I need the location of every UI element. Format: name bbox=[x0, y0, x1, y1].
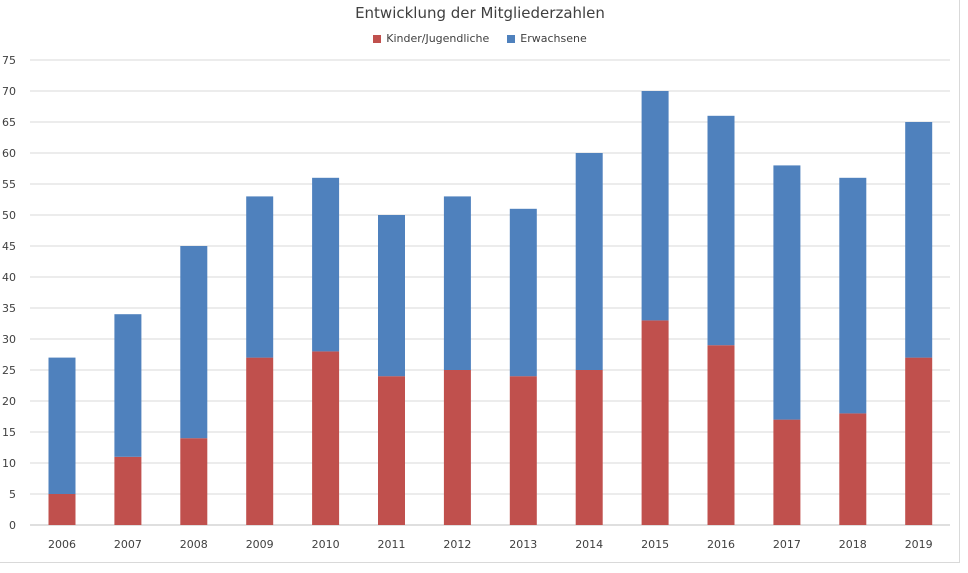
plot-area: 0 5 10 15 20 25 30 35 40 45 50 55 60 65 70 75 2006 2007 20… bbox=[2, 54, 950, 551]
y-tick-label: 40 bbox=[2, 271, 16, 284]
y-tick-label: 10 bbox=[2, 457, 16, 470]
y-tick-label: 30 bbox=[2, 333, 16, 346]
bar-kinder bbox=[905, 357, 933, 525]
bar-erwachsene bbox=[378, 215, 405, 377]
bar-erwachsene bbox=[180, 246, 208, 439]
bar-kinder bbox=[575, 370, 603, 525]
bar-erwachsene bbox=[48, 357, 76, 494]
legend-swatch-kinder bbox=[373, 34, 382, 43]
x-tick-label: 2008 bbox=[180, 538, 208, 551]
y-tick-label: 65 bbox=[2, 116, 16, 129]
legend-item-kinder: Kinder/Jugendliche bbox=[373, 32, 489, 45]
bar-kinder bbox=[378, 376, 405, 525]
y-tick-label: 75 bbox=[2, 54, 16, 67]
y-tick-label: 55 bbox=[2, 178, 16, 191]
x-tick-label: 2016 bbox=[707, 538, 735, 551]
x-tick-label: 2017 bbox=[773, 538, 801, 551]
y-tick-label: 15 bbox=[2, 426, 16, 439]
x-tick-label: 2014 bbox=[575, 538, 603, 551]
x-tick-label: 2012 bbox=[443, 538, 471, 551]
bar-erwachsene bbox=[312, 177, 340, 352]
x-tick-label: 2019 bbox=[905, 538, 933, 551]
bar-erwachsene bbox=[509, 208, 537, 377]
x-tick-label: 2009 bbox=[246, 538, 274, 551]
y-tick-label: 70 bbox=[2, 85, 16, 98]
bar-kinder bbox=[641, 320, 669, 525]
legend-label-kinder: Kinder/Jugendliche bbox=[386, 32, 490, 45]
x-tick-label: 2013 bbox=[509, 538, 537, 551]
x-tick-label: 2006 bbox=[48, 538, 76, 551]
bar-kinder bbox=[773, 419, 801, 525]
y-tick-label: 35 bbox=[2, 302, 16, 315]
bar-erwachsene bbox=[246, 196, 274, 358]
bar-kinder bbox=[114, 456, 142, 525]
legend-swatch-erwachsene bbox=[507, 34, 516, 43]
bar-erwachsene bbox=[443, 196, 471, 370]
chart-title: Entwicklung der Mitgliederzahlen bbox=[355, 4, 605, 22]
y-tick-label: 50 bbox=[2, 209, 16, 222]
y-tick-label: 20 bbox=[2, 395, 16, 408]
bar-kinder bbox=[443, 370, 471, 525]
bar-erwachsene bbox=[575, 153, 603, 370]
legend-item-erwachsene: Erwachsene bbox=[507, 32, 587, 45]
bar-kinder bbox=[48, 494, 76, 525]
y-tick-label: 5 bbox=[9, 488, 16, 501]
bar-kinder bbox=[180, 438, 208, 525]
y-tick-label: 45 bbox=[2, 240, 16, 253]
legend-label-erwachsene: Erwachsene bbox=[520, 32, 587, 45]
bar-kinder bbox=[509, 376, 537, 525]
x-tick-label: 2010 bbox=[312, 538, 340, 551]
chart-frame: Entwicklung der Mitgliederzahlen Kinder/… bbox=[0, 0, 960, 563]
bar-erwachsene bbox=[114, 314, 142, 457]
bar-erwachsene bbox=[773, 165, 801, 420]
y-tick-label: 60 bbox=[2, 147, 16, 160]
x-tick-label: 2018 bbox=[839, 538, 867, 551]
bar-kinder bbox=[246, 357, 274, 525]
bar-kinder bbox=[312, 351, 340, 525]
bar-kinder bbox=[707, 345, 735, 525]
x-tick-label: 2015 bbox=[641, 538, 669, 551]
bar-erwachsene bbox=[641, 91, 669, 321]
bar-erwachsene bbox=[707, 115, 735, 346]
y-tick-label: 0 bbox=[9, 519, 16, 532]
legend: Kinder/Jugendliche Erwachsene bbox=[0, 32, 960, 45]
bar-erwachsene bbox=[839, 177, 867, 414]
bar-kinder bbox=[839, 413, 867, 525]
y-tick-label: 25 bbox=[2, 364, 16, 377]
bar-erwachsene bbox=[905, 122, 933, 358]
x-tick-label: 2011 bbox=[378, 538, 406, 551]
x-tick-label: 2007 bbox=[114, 538, 142, 551]
